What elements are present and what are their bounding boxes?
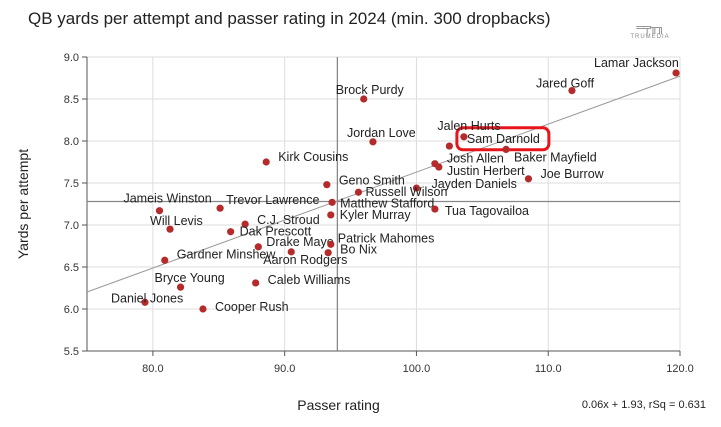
y-tick-label: 6.5 [64, 262, 79, 274]
y-axis-label: Yards per attempt [15, 149, 31, 259]
data-point-label: Gardner Minshew [177, 247, 277, 261]
data-point [327, 240, 335, 248]
y-tick-label: 5.5 [64, 346, 79, 358]
data-point-label: Sam Darnold [467, 132, 540, 146]
data-point [568, 87, 576, 95]
data-point-label: Jared Goff [536, 77, 595, 91]
data-point [166, 225, 174, 233]
data-point [502, 145, 510, 153]
data-point [161, 256, 169, 264]
y-tick-label: 9.0 [64, 52, 79, 64]
data-point [524, 175, 533, 183]
data-point-label: Drake Maye [266, 235, 333, 249]
data-point-label: Bo Nix [340, 243, 378, 257]
trumedia-logo: ═╤╥╖ TRUMEDIA [625, 22, 675, 40]
data-point [412, 184, 421, 192]
data-point [445, 142, 453, 150]
data-point [216, 204, 224, 212]
x-tick-label: 110.0 [535, 363, 562, 375]
data-point-label: Joe Burrow [540, 167, 604, 181]
data-point-label: Jayden Daniels [431, 177, 516, 191]
data-point [369, 138, 377, 146]
y-tick-label: 7.5 [64, 178, 79, 190]
data-point [254, 243, 262, 251]
data-point [252, 279, 260, 287]
y-tick-label: 8.0 [64, 136, 79, 148]
logo-mark-icon: ═╤╥╖ [636, 22, 664, 34]
data-point-label: Cooper Rush [215, 300, 289, 314]
data-point [241, 220, 249, 228]
data-point-label: Aaron Rodgers [263, 253, 347, 267]
x-axis-label: Passer rating [297, 397, 379, 413]
x-tick-label: 120.0 [666, 363, 694, 375]
data-point [262, 158, 270, 166]
y-tick-label: 8.5 [64, 94, 79, 106]
data-point-label: Matthew Stafford [340, 196, 434, 210]
data-point-label: Russell Wilson [365, 185, 447, 199]
data-point [460, 133, 468, 141]
x-tick-label: 100.0 [403, 363, 431, 375]
trendline-equation: 0.06x + 1.93, rSq = 0.631 [581, 399, 706, 411]
data-point-label: Daniel Jones [111, 291, 183, 305]
data-point-label: Tua Tagovailoa [445, 204, 529, 218]
data-point [176, 283, 185, 291]
data-point [431, 205, 439, 213]
data-point [435, 163, 443, 171]
data-point-label: Brock Purdy [336, 83, 405, 97]
data-point [287, 248, 295, 256]
data-point [141, 298, 149, 306]
x-tick-label: 80.0 [142, 363, 163, 375]
data-point-label: Caleb Williams [268, 273, 351, 287]
data-point-label: Kyler Murray [340, 208, 412, 222]
data-point [227, 228, 235, 236]
data-point-label: Justin Herbert [447, 164, 525, 178]
data-point-label: Lamar Jackson [594, 56, 679, 70]
data-point-label: Jalen Hurts [437, 119, 500, 133]
x-tick-label: 90.0 [274, 363, 295, 375]
data-point-label: Josh Allen [447, 152, 504, 166]
data-point [199, 305, 207, 313]
data-point-label: Jameis Winston [123, 192, 211, 206]
logo-text: TRUMEDIA [630, 34, 670, 40]
data-point-label: Geno Smith [339, 174, 405, 188]
data-point-label: Dak Prescott [240, 225, 312, 239]
data-point [360, 95, 368, 103]
data-point [324, 249, 332, 257]
data-point [323, 181, 331, 189]
data-point [354, 188, 363, 196]
data-point [672, 69, 680, 77]
data-point-label: Baker Mayfield [514, 150, 597, 164]
data-point-label: Will Levis [150, 214, 203, 228]
data-point [328, 198, 336, 206]
data-point-label: Trevor Lawrence [226, 193, 319, 207]
data-point [327, 211, 335, 219]
data-point-label: Kirk Cousins [278, 150, 348, 164]
trendline [86, 75, 681, 293]
y-tick-label: 6.0 [64, 304, 79, 316]
data-point-label: Patrick Mahomes [338, 231, 435, 245]
data-point-label: C.J. Stroud [257, 213, 320, 227]
chart-title: QB yards per attempt and passer rating i… [28, 9, 551, 28]
y-tick-label: 7.0 [64, 220, 79, 232]
data-point-label: Bryce Young [155, 271, 225, 285]
data-point-label: Jordan Love [347, 126, 416, 140]
data-point [155, 207, 164, 215]
